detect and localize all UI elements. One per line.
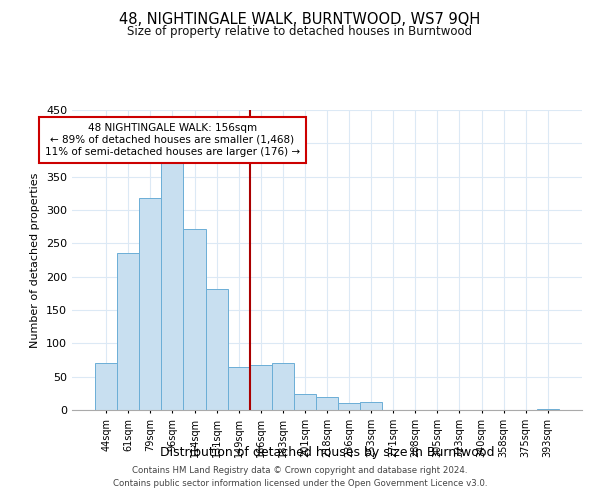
Bar bbox=[95, 364, 117, 410]
Bar bbox=[227, 366, 250, 410]
Text: Contains HM Land Registry data © Crown copyright and database right 2024.
Contai: Contains HM Land Registry data © Crown c… bbox=[113, 466, 487, 487]
Bar bbox=[184, 228, 206, 410]
Bar bbox=[316, 396, 338, 410]
Y-axis label: Number of detached properties: Number of detached properties bbox=[31, 172, 40, 348]
Bar bbox=[338, 404, 360, 410]
Bar bbox=[272, 364, 294, 410]
Bar bbox=[206, 290, 227, 410]
Bar bbox=[161, 164, 184, 410]
Bar bbox=[294, 394, 316, 410]
Bar bbox=[250, 364, 272, 410]
Text: 48 NIGHTINGALE WALK: 156sqm
← 89% of detached houses are smaller (1,468)
11% of : 48 NIGHTINGALE WALK: 156sqm ← 89% of det… bbox=[45, 124, 300, 156]
Text: 48, NIGHTINGALE WALK, BURNTWOOD, WS7 9QH: 48, NIGHTINGALE WALK, BURNTWOOD, WS7 9QH bbox=[119, 12, 481, 28]
Text: Distribution of detached houses by size in Burntwood: Distribution of detached houses by size … bbox=[160, 446, 494, 459]
Bar bbox=[360, 402, 382, 410]
Bar bbox=[117, 254, 139, 410]
Bar bbox=[537, 408, 559, 410]
Text: Size of property relative to detached houses in Burntwood: Size of property relative to detached ho… bbox=[127, 25, 473, 38]
Bar bbox=[139, 198, 161, 410]
